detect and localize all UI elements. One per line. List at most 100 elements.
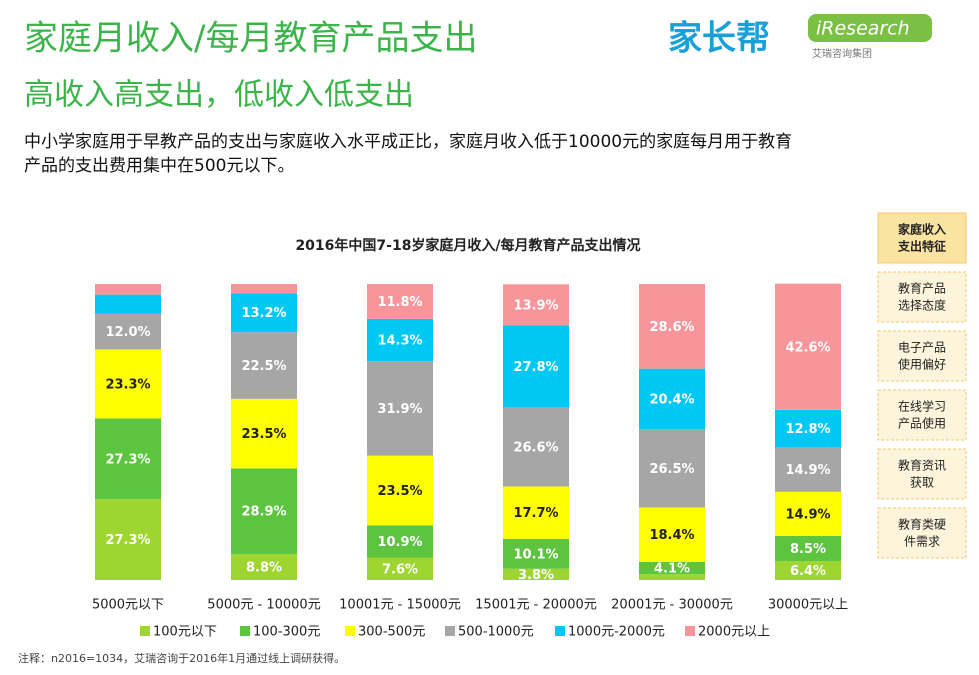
chart-title: 2016年中国7-18岁家庭月收入/每月教育产品支出情况 <box>295 237 640 254</box>
x-tick-label: 15001元 - 20000元 <box>475 598 597 613</box>
data-label: 10.9% <box>377 535 422 550</box>
data-label: 18.4% <box>649 528 694 543</box>
bar-segment <box>231 468 297 554</box>
description-line: 中小学家庭用于早教产品的支出与家庭收入水平成正比，家庭月收入低于10000元的家… <box>24 132 792 152</box>
legend-swatch <box>555 626 565 636</box>
bar-segment <box>503 284 569 326</box>
sidebar-tab <box>877 271 967 323</box>
bar-segment <box>775 283 841 410</box>
sidebar-text: 获取 <box>910 476 934 490</box>
bar-segment <box>367 361 433 456</box>
legend-label: 100元以下 <box>153 625 217 640</box>
x-tick-label: 5000元 - 10000元 <box>207 598 320 613</box>
bar-segment <box>775 409 841 448</box>
bar-segment <box>503 407 569 487</box>
bar-segment <box>95 418 161 500</box>
x-tick-label: 5000元以下 <box>92 598 164 613</box>
bar-segment <box>95 499 161 580</box>
bar-segment <box>639 284 705 369</box>
bar-segment <box>503 325 569 408</box>
sidebar-tab <box>877 389 967 441</box>
research-sub: 艾瑞咨询集团 <box>812 47 872 60</box>
sidebar-tab <box>877 448 967 500</box>
data-label: 26.6% <box>513 441 558 456</box>
bar-segment <box>367 318 433 362</box>
note: 注释：n2016=1034，艾瑞咨询于2016年1月通过线上调研获得。 <box>18 651 345 665</box>
data-label: 8.5% <box>790 542 826 557</box>
logo-box <box>808 14 932 42</box>
data-label: 31.9% <box>377 402 422 417</box>
legend-label: 1000元-2000元 <box>568 625 665 640</box>
sidebar-tab <box>877 507 967 559</box>
bar-segment <box>367 557 433 580</box>
sidebar-tab <box>877 212 967 264</box>
title: 家庭月收入/每月教育产品支出 <box>24 19 477 59</box>
legend-swatch <box>345 626 355 636</box>
data-label: 27.3% <box>105 452 150 467</box>
bar-segment <box>95 313 161 350</box>
bar-segment <box>775 447 841 492</box>
x-tick-label: 30000元以上 <box>768 598 848 613</box>
data-label: 26.5% <box>649 462 694 477</box>
bar-segment <box>231 284 297 294</box>
data-label: 7.6% <box>382 562 418 577</box>
data-label: 42.6% <box>785 340 830 355</box>
legend-swatch <box>685 626 695 636</box>
data-label: 6.4% <box>790 564 826 579</box>
data-label: 27.8% <box>513 360 558 375</box>
bar-segment <box>95 349 161 419</box>
legend-label: 300-500元 <box>358 625 425 640</box>
sidebar-text: 产品使用 <box>898 416 946 431</box>
sidebar-tab <box>877 330 967 382</box>
data-label: 27.3% <box>105 533 150 548</box>
data-label: 28.9% <box>241 505 286 520</box>
bar-segment <box>367 525 433 558</box>
data-label: 22.5% <box>241 359 286 374</box>
sidebar-text: 教育资讯 <box>898 458 946 473</box>
sidebar-text: 教育产品 <box>898 281 946 296</box>
data-label: 23.5% <box>241 427 286 442</box>
bar-segment <box>503 568 569 580</box>
data-label: 3.8% <box>518 568 554 583</box>
legend-label: 500-1000元 <box>458 625 534 640</box>
bar-segment <box>639 574 705 580</box>
bar-segment <box>639 561 705 575</box>
bar-segment <box>775 561 841 580</box>
bar-segment <box>775 535 841 562</box>
data-label: 14.9% <box>785 463 830 478</box>
bar-segment <box>231 293 297 333</box>
sidebar-text: 选择态度 <box>898 298 946 313</box>
bar-segment <box>503 486 569 539</box>
data-label: 28.6% <box>649 320 694 335</box>
bar-segment <box>95 284 161 295</box>
legend-label: 2000元以上 <box>698 625 770 640</box>
bar-segment <box>231 553 297 580</box>
legend-label: 100-300元 <box>253 625 320 640</box>
bar-segment <box>639 507 705 562</box>
data-label: 13.9% <box>513 298 558 313</box>
bar-segment <box>367 455 433 526</box>
legend-swatch <box>140 626 150 636</box>
sidebar-text: 家庭收入 <box>898 222 946 237</box>
data-label: 13.2% <box>241 306 286 321</box>
x-tick-label: 10001元 - 15000元 <box>339 598 461 613</box>
data-label: 12.0% <box>105 325 150 340</box>
data-label: 8.8% <box>246 560 282 575</box>
data-label: 23.5% <box>377 484 422 499</box>
bar-segment <box>775 491 841 536</box>
data-label: 11.8% <box>377 295 422 310</box>
data-label: 20.4% <box>649 392 694 407</box>
bar-segment <box>95 294 161 314</box>
data-label: 10.1% <box>513 547 558 562</box>
research-logo: iResearch <box>816 18 910 40</box>
brand-logo: 家长帮 <box>668 19 770 59</box>
subtitle: 高收入高支出，低收入低支出 <box>24 78 414 113</box>
data-label: 14.3% <box>377 334 422 349</box>
sidebar-text: 件需求 <box>904 535 940 549</box>
bar-segment <box>231 332 297 399</box>
x-tick-label: 20001元 - 30000元 <box>611 598 733 613</box>
bar-segment <box>231 398 297 469</box>
bar-segment <box>639 368 705 430</box>
bar-segment <box>639 429 705 508</box>
